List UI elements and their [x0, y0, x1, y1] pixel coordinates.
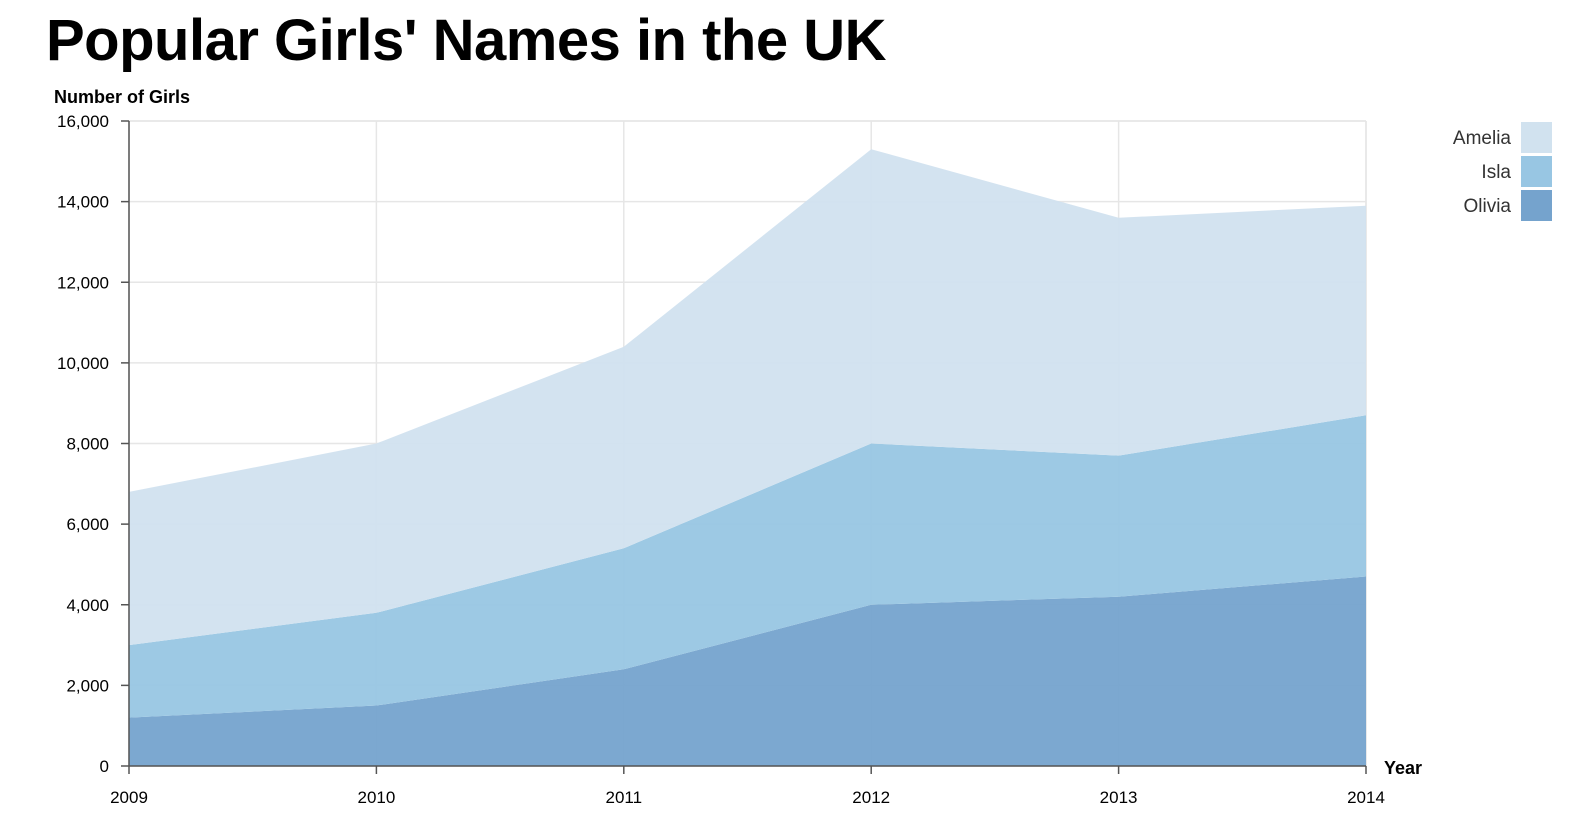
y-tick-label: 6,000	[66, 515, 109, 534]
y-tick-label: 10,000	[57, 354, 109, 373]
legend-label-amelia: Amelia	[1453, 128, 1512, 149]
x-tick-label: 2013	[1100, 788, 1138, 807]
legend-label-isla: Isla	[1481, 162, 1511, 183]
x-tick-label: 2014	[1347, 788, 1385, 807]
area-series-isla	[129, 415, 1366, 718]
y-tick-label: 12,000	[57, 273, 109, 292]
x-tick-label: 2012	[852, 788, 890, 807]
y-tick-label: 4,000	[66, 596, 109, 615]
y-tick-label: 0	[100, 757, 109, 776]
y-tick-label: 16,000	[57, 112, 109, 131]
legend-label-olivia: Olivia	[1463, 196, 1511, 217]
x-axis-title: Year	[1384, 758, 1422, 778]
x-tick-label: 2011	[606, 788, 643, 807]
legend: Amelia Isla Olivia	[1453, 122, 1552, 221]
stacked-areas	[129, 149, 1366, 766]
x-tick-label: 2009	[110, 788, 148, 807]
chart-title: Popular Girls' Names in the UK	[46, 8, 887, 73]
y-tick-label: 14,000	[57, 193, 109, 212]
legend-swatch-olivia	[1521, 190, 1552, 221]
y-axis-title: Number of Girls	[54, 87, 190, 107]
y-tick-label: 2,000	[66, 676, 109, 695]
y-tick-label: 8,000	[66, 435, 109, 454]
area-series-amelia	[129, 149, 1366, 646]
area-series-olivia	[129, 576, 1366, 766]
axes: 0 2,000 4,000 6,000 8,000 10,000 12,000 14,000 1…	[57, 112, 1385, 807]
legend-swatch-isla	[1521, 156, 1552, 187]
legend-swatch-amelia	[1521, 122, 1552, 153]
x-tick-label: 2010	[357, 788, 395, 807]
